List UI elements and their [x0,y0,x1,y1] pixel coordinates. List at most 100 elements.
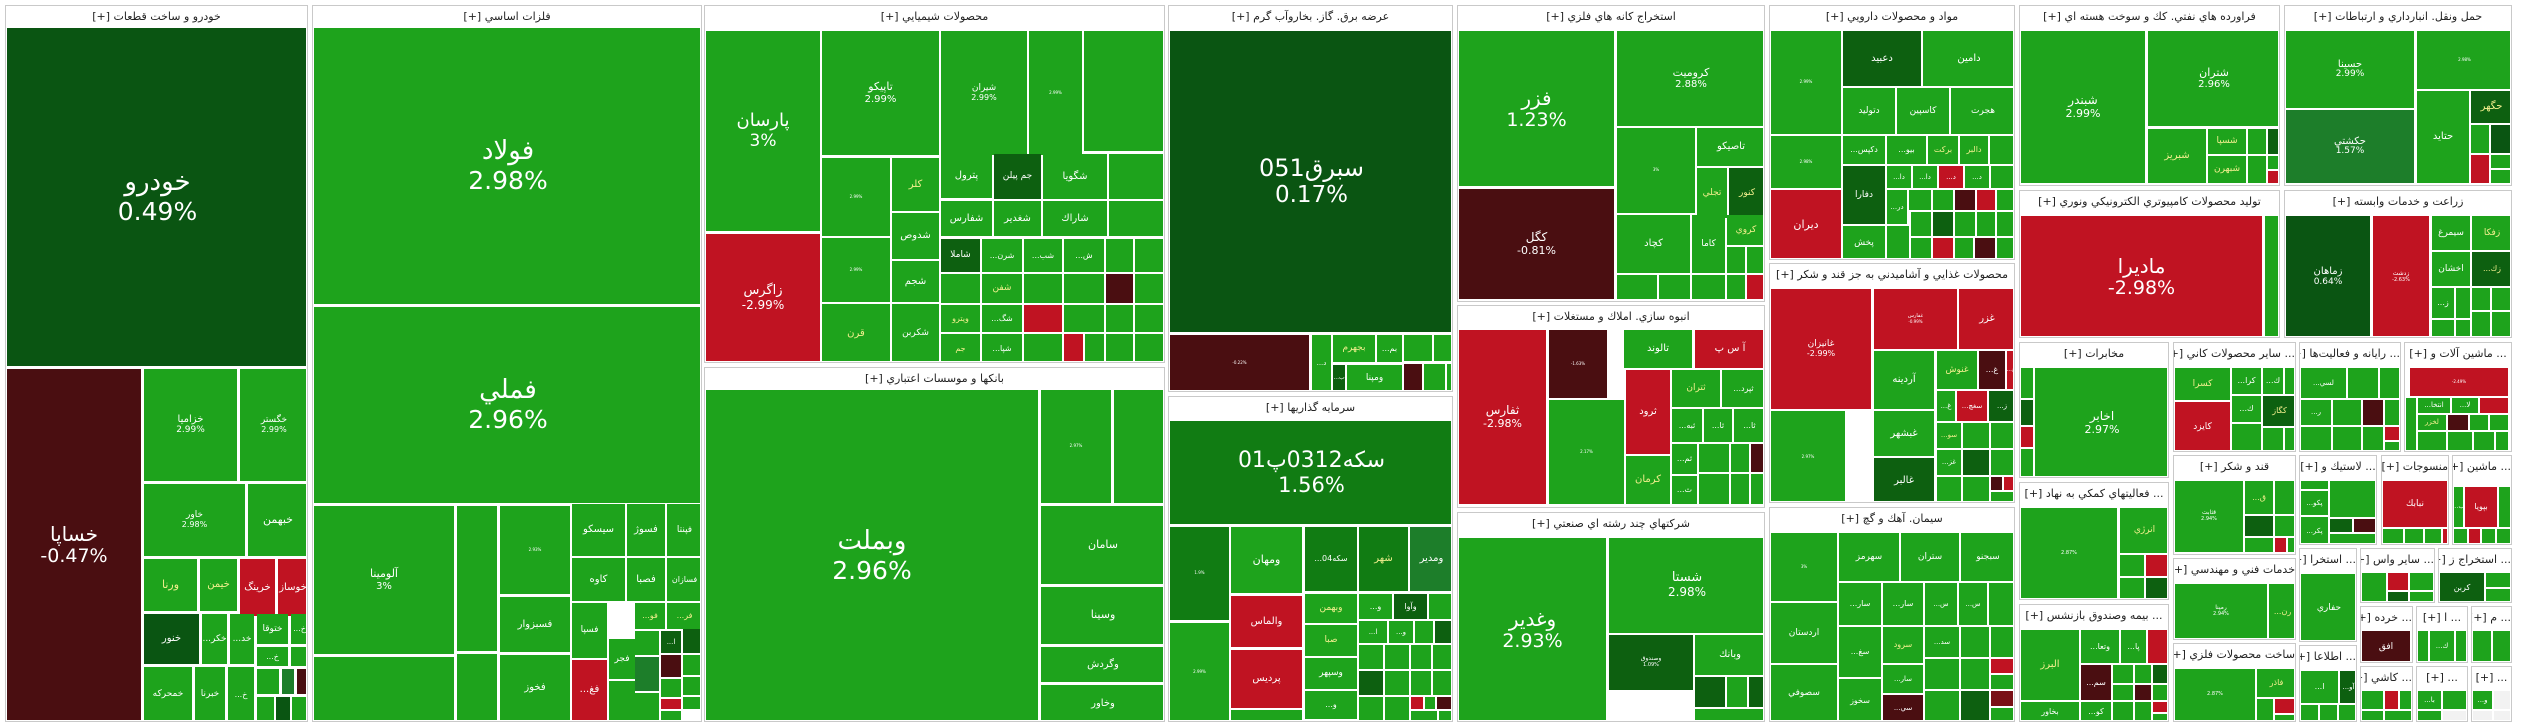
stock-tile[interactable] [2363,400,2383,425]
stock-tile-اردستان[interactable]: اردستان [1771,603,1837,663]
stock-tile[interactable] [1977,190,1995,210]
stock-tile-زدشت[interactable]: زدشت -2.63% [2373,216,2429,336]
sector-header-basic-metals[interactable]: فلزات اساسي [+] [313,6,701,27]
stock-tile-شپا[interactable]: شپا... [982,334,1022,361]
stock-tile[interactable] [2491,155,2510,168]
stock-tile-شغدير[interactable]: شغدير [994,201,1041,236]
stock-tile[interactable] [2496,432,2508,450]
stock-tile[interactable] [1433,645,1451,669]
stock-tile[interactable] [291,647,306,666]
stock-tile[interactable] [683,677,700,695]
stock-tile[interactable] [2406,398,2416,450]
stock-tile[interactable]: 2.97% [1771,411,1845,501]
stock-tile[interactable] [1933,212,1953,236]
stock-tile-پكو[interactable]: پكو... [2301,491,2328,515]
stock-tile[interactable] [1385,645,1409,669]
stock-tile[interactable] [1692,275,1725,299]
stock-tile[interactable] [2113,685,2133,700]
stock-tile[interactable] [1749,677,1763,707]
sector-header-oil-products[interactable]: فراورده هاي نفتي. كك و سوخت هسته اي [+] [2020,6,2279,27]
stock-tile-سهرمز[interactable]: سهرمز [1839,533,1899,581]
stock-tile[interactable] [2418,631,2428,661]
stock-tile[interactable] [1991,691,2013,706]
stock-tile-دتوليد[interactable]: دتوليد [1843,88,1895,134]
stock-tile[interactable] [1429,594,1451,619]
stock-tile[interactable]: 2.99% [822,158,890,236]
stock-tile-ك[interactable]: ك... [2263,368,2283,394]
stock-tile-فولاد[interactable]: فولاد 2.98% [314,28,700,304]
stock-tile-ويترو[interactable]: ويترو [941,305,980,332]
stock-tile[interactable] [1695,709,1763,720]
stock-tile[interactable] [683,655,700,675]
stock-tile-خزاميا[interactable]: خزاميا 2.99% [144,369,237,481]
stock-tile[interactable] [2268,129,2278,154]
sector-header-textiles[interactable]: منسوجات [+] [2382,456,2448,477]
stock-tile-شاملا[interactable]: شاملا [941,239,980,272]
stock-tile[interactable] [1106,334,1133,361]
stock-tile-ب[interactable]: ب... [1333,365,1345,390]
stock-tile[interactable] [2471,125,2489,153]
stock-tile[interactable] [2153,702,2167,712]
stock-tile-كلر[interactable]: كلر [892,158,939,211]
stock-tile-حسينا[interactable]: حسينا 2.99% [2286,31,2414,108]
stock-tile[interactable] [1751,474,1763,504]
stock-tile-اخشان[interactable]: اخشان [2432,252,2470,286]
stock-tile[interactable] [1084,31,1163,151]
stock-tile[interactable] [2148,630,2167,663]
stock-tile-كاسپين[interactable]: كاسپين [1897,88,1949,134]
stock-tile[interactable] [2257,699,2273,720]
stock-tile-دالبر[interactable]: دالبر [1960,136,1988,164]
sector-header-machinery-small[interactable]: ... ماشين [+] [2453,456,2511,477]
stock-tile-غز[interactable]: غز... [1937,450,1961,475]
stock-tile[interactable] [1447,364,1451,390]
stock-tile-كنور[interactable]: كنور [1729,168,1763,218]
stock-tile[interactable] [1937,477,1961,501]
stock-tile-سبجنو[interactable]: سبجنو [1961,533,2013,581]
stock-tile-حگهر[interactable]: حگهر [2471,91,2510,123]
stock-tile-سار[interactable]: سار... [1883,583,1923,625]
stock-tile-شيران[interactable]: شيران 2.99% [941,31,1027,155]
stock-tile[interactable] [2469,529,2480,543]
stock-tile[interactable] [2120,555,2144,576]
stock-tile[interactable] [2153,685,2167,700]
stock-tile-خبرنا[interactable]: خبرنا [195,667,225,720]
stock-tile-كاما[interactable]: كاما [1692,215,1725,273]
stock-tile-شگويا[interactable]: شگويا [1043,154,1107,199]
stock-tile[interactable] [2448,432,2472,450]
stock-tile[interactable]: 2.99% [1029,31,1082,155]
stock-tile[interactable] [2443,711,2466,720]
stock-tile[interactable]: 2.93% [500,506,570,594]
stock-tile-فغ[interactable]: فغ... [572,660,607,720]
stock-tile-شجم[interactable]: شجم [892,261,939,302]
sector-header-coal-mining[interactable]: ... استخراج ز [+] [2439,549,2511,570]
stock-tile[interactable] [2380,368,2399,398]
stock-tile[interactable] [1359,671,1383,695]
stock-tile-زماهان[interactable]: زماهان 0.64% [2286,216,2370,336]
stock-tile-دكپس[interactable]: دكپس... [1843,136,1885,164]
stock-tile[interactable] [1699,444,1729,472]
stock-tile[interactable] [2494,691,2510,709]
stock-tile-در[interactable]: در... [1887,190,1907,224]
stock-tile[interactable] [609,681,635,720]
stock-tile-وبانك[interactable]: وبانك [1695,635,1763,675]
stock-tile-دا[interactable]: دا... [1887,166,1911,188]
stock-tile-ثپرد[interactable]: ثپرد... [1722,370,1763,407]
stock-tile-افق[interactable]: افق [2362,631,2410,661]
stock-tile-شفن[interactable]: شفن [982,274,1022,303]
stock-tile-دعبيد[interactable]: دعبيد [1843,31,1921,86]
stock-tile-پارسان[interactable]: پارسان 3% [706,31,820,231]
stock-tile-خمحركه[interactable]: خمحركه [144,667,192,720]
stock-tile-لا[interactable]: لا... [2452,398,2478,413]
stock-tile[interactable] [1731,474,1749,504]
stock-tile-خساپا[interactable]: خساپا -0.47% [7,369,141,720]
stock-tile-شگ[interactable]: شگ... [982,305,1022,332]
stock-tile[interactable] [2021,427,2033,447]
stock-tile[interactable] [2153,665,2167,683]
stock-tile[interactable] [1933,190,1953,210]
stock-tile-غنوش[interactable]: غنوش [1937,351,1977,389]
sector-header-sugar[interactable]: قند و شكر [+] [2174,456,2295,477]
stock-tile[interactable] [2021,449,2033,476]
stock-tile[interactable] [2388,573,2408,590]
stock-tile-س[interactable]: س... [1925,583,1957,625]
stock-tile[interactable] [1064,305,1104,332]
